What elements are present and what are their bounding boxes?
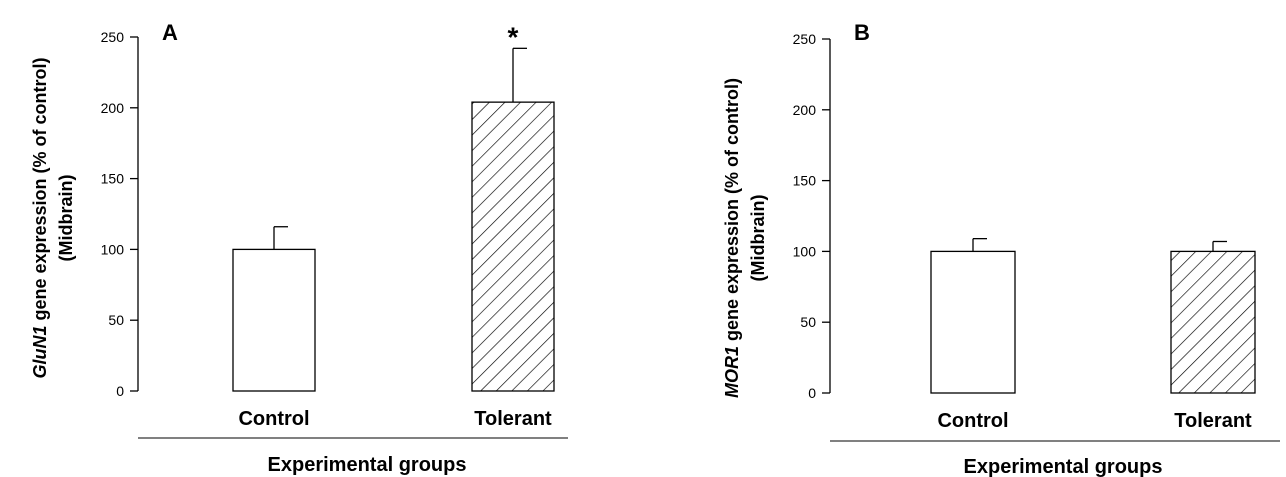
- y-tick-label-a: 100: [101, 241, 125, 257]
- bar-control-a: [232, 248, 316, 392]
- significance-marker-a: *: [508, 21, 519, 52]
- category-label-a: Control: [238, 408, 309, 430]
- x-axis-label-b: Experimental groups: [964, 456, 1163, 477]
- y-tick-label-b: 150: [793, 173, 817, 189]
- category-label-b: Tolerant: [1174, 410, 1252, 432]
- category-label-a: Tolerant: [474, 408, 552, 430]
- panel-label-a: A: [162, 20, 178, 45]
- y-axis-label-gene-a: GluN1: [30, 326, 50, 379]
- y-tick-label-b: 50: [800, 314, 816, 330]
- y-axis-label-rest-a: gene expression (% of control): [30, 57, 50, 325]
- x-axis-label-a: Experimental groups: [268, 454, 467, 476]
- y-axis-label-gene-b: MOR1: [722, 346, 742, 398]
- bar-control-b: [930, 250, 1016, 394]
- panel-a: A GluN1 gene expression (% of control) (…: [30, 20, 568, 476]
- y-tick-label-b: 250: [793, 31, 817, 47]
- y-axis-label-a: GluN1 gene expression (% of control): [30, 57, 50, 378]
- y-tick-label-a: 50: [108, 312, 124, 328]
- y-tick-label-a: 200: [101, 100, 125, 116]
- panel-b: B MOR1 gene expression (% of control) (M…: [722, 20, 1280, 477]
- y-tick-label-b: 200: [793, 102, 817, 118]
- y-axis-label-b: MOR1 gene expression (% of control): [722, 78, 742, 398]
- y-axis-label-line2-b: (Midbrain): [748, 195, 768, 282]
- bar-tolerant-b: [1170, 250, 1256, 394]
- y-tick-label-a: 0: [116, 383, 124, 399]
- category-label-b: Control: [937, 410, 1008, 432]
- panel-label-b: B: [854, 20, 870, 45]
- y-tick-label-a: 250: [101, 29, 125, 45]
- y-axis-label-rest-b: gene expression (% of control): [722, 78, 742, 346]
- y-tick-label-a: 150: [101, 171, 125, 187]
- bar-tolerant-a: [471, 101, 555, 392]
- y-tick-label-b: 0: [808, 385, 816, 401]
- y-axis-label-line2-a: (Midbrain): [56, 175, 76, 262]
- y-tick-label-b: 100: [793, 243, 817, 259]
